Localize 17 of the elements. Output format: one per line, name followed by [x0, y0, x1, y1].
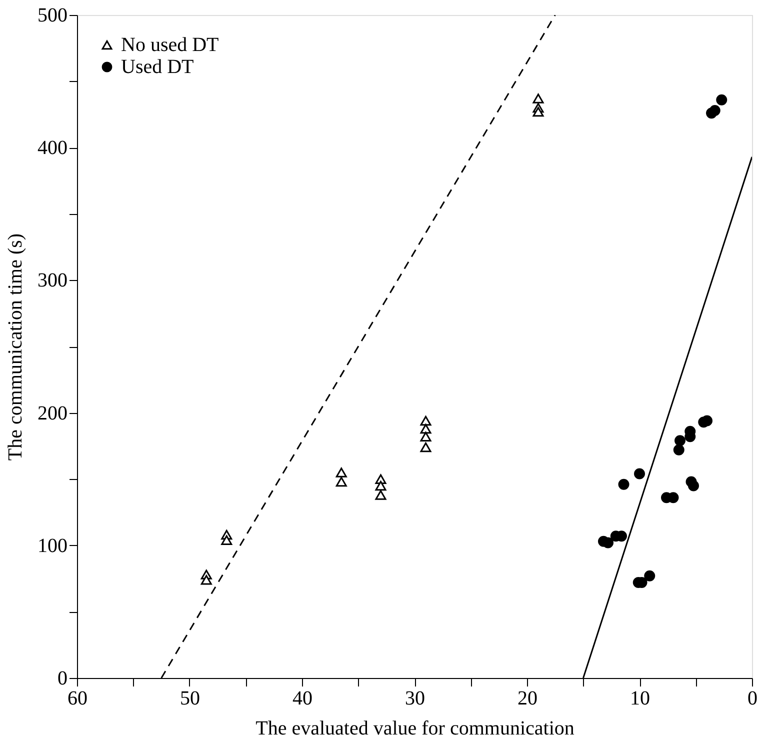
x-tick-label: 20: [518, 688, 538, 710]
x-axis-title: The evaluated value for communication: [256, 718, 574, 740]
y-axis-title: The communication time (s): [4, 233, 26, 461]
x-tick-label: 60: [68, 688, 88, 710]
y-tick-label: 400: [38, 137, 68, 160]
x-tick-label: 40: [292, 688, 312, 710]
y-tick-label: 100: [38, 534, 68, 557]
legend-label: No used DT: [121, 34, 219, 56]
x-tick-label: 0: [748, 688, 758, 710]
y-tick-label: 0: [58, 668, 68, 690]
legend-label: Used DT: [121, 56, 194, 78]
y-tick-label: 300: [38, 270, 68, 292]
y-tick-label: 500: [38, 4, 68, 26]
x-tick-label: 10: [630, 688, 650, 710]
y-tick-label: 200: [38, 402, 68, 424]
x-tick-label: 30: [405, 688, 425, 710]
x-tick-label: 50: [180, 688, 200, 710]
